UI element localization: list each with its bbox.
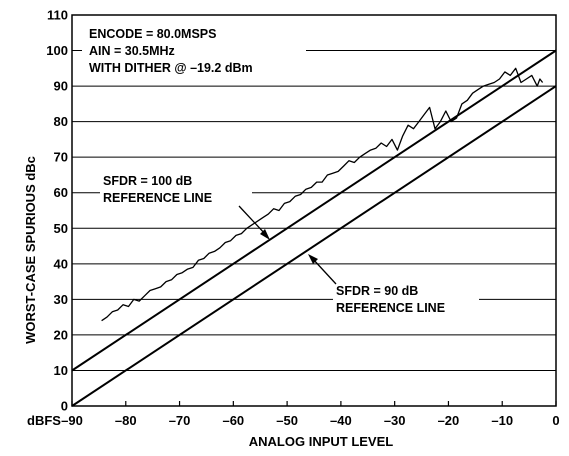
ref100-label: SFDR = 100 dB REFERENCE LINE	[100, 172, 270, 240]
ref90-label-bg	[333, 282, 479, 316]
x-tick-label: –60	[222, 413, 244, 428]
y-tick-label: 10	[54, 363, 68, 378]
measured-sfdr-line	[101, 67, 544, 322]
conditions-annotation-bg	[82, 22, 306, 80]
x-tick-label: –30	[384, 413, 406, 428]
y-tick-label: 100	[46, 43, 68, 58]
ref100-arrowhead	[260, 229, 270, 240]
x-tick-label: 0	[552, 413, 559, 428]
y-tick-label: 30	[54, 292, 68, 307]
plot-frame	[71, 14, 557, 407]
ref100-label-line2: REFERENCE LINE	[103, 191, 212, 205]
x-tick-label: –80	[115, 413, 137, 428]
y-tick-label: 80	[54, 114, 68, 129]
y-tick-label: 110	[47, 8, 68, 23]
ref100-label-line1: SFDR = 100 dB	[103, 174, 192, 188]
x-tick-label: –90	[61, 413, 83, 428]
series	[71, 49, 557, 407]
x-tick-label: –70	[169, 413, 191, 428]
y-tick-label: 40	[54, 256, 68, 271]
y-tick-label: 20	[54, 327, 68, 342]
ref90-label-line2: REFERENCE LINE	[336, 301, 445, 315]
x-tick-label: –20	[438, 413, 460, 428]
y-tick-label: 60	[54, 185, 68, 200]
conditions-annotation: ENCODE = 80.0MSPS AIN = 30.5MHz WITH DIT…	[82, 22, 306, 80]
ref90-label-line1: SFDR = 90 dB	[336, 284, 418, 298]
x-unit-label: dBFS	[27, 413, 61, 428]
reference-line-2	[71, 85, 557, 407]
annotation-dither: WITH DITHER @ –19.2 dBm	[89, 61, 253, 75]
annotation-ain: AIN = 30.5MHz	[89, 44, 175, 58]
x-tick-label: –50	[276, 413, 298, 428]
ref90-arrowhead	[308, 254, 318, 264]
x-axis-title: ANALOG INPUT LEVEL	[249, 434, 394, 449]
y-tick-label: 0	[61, 399, 68, 414]
reference-line-1	[71, 49, 557, 372]
ref90-leader	[311, 257, 337, 285]
y-axis-title: WORST-CASE SPURIOUS dBc	[23, 156, 38, 344]
x-tick-label: –10	[491, 413, 513, 428]
y-tick-label: 50	[54, 221, 68, 236]
x-tick-label: –40	[330, 413, 352, 428]
y-tick-label: 90	[54, 79, 68, 94]
ticks: 0 10 20 30 40 50 60 70 80 90 100 110 –90 –80 –70 –60 –50…	[46, 8, 559, 429]
ref90-label: SFDR = 90 dB REFERENCE LINE	[308, 254, 479, 316]
ref100-label-bg	[100, 172, 252, 206]
y-tick-label: 70	[54, 150, 68, 165]
ref100-leader	[238, 205, 268, 237]
annotation-encode: ENCODE = 80.0MSPS	[89, 27, 216, 41]
